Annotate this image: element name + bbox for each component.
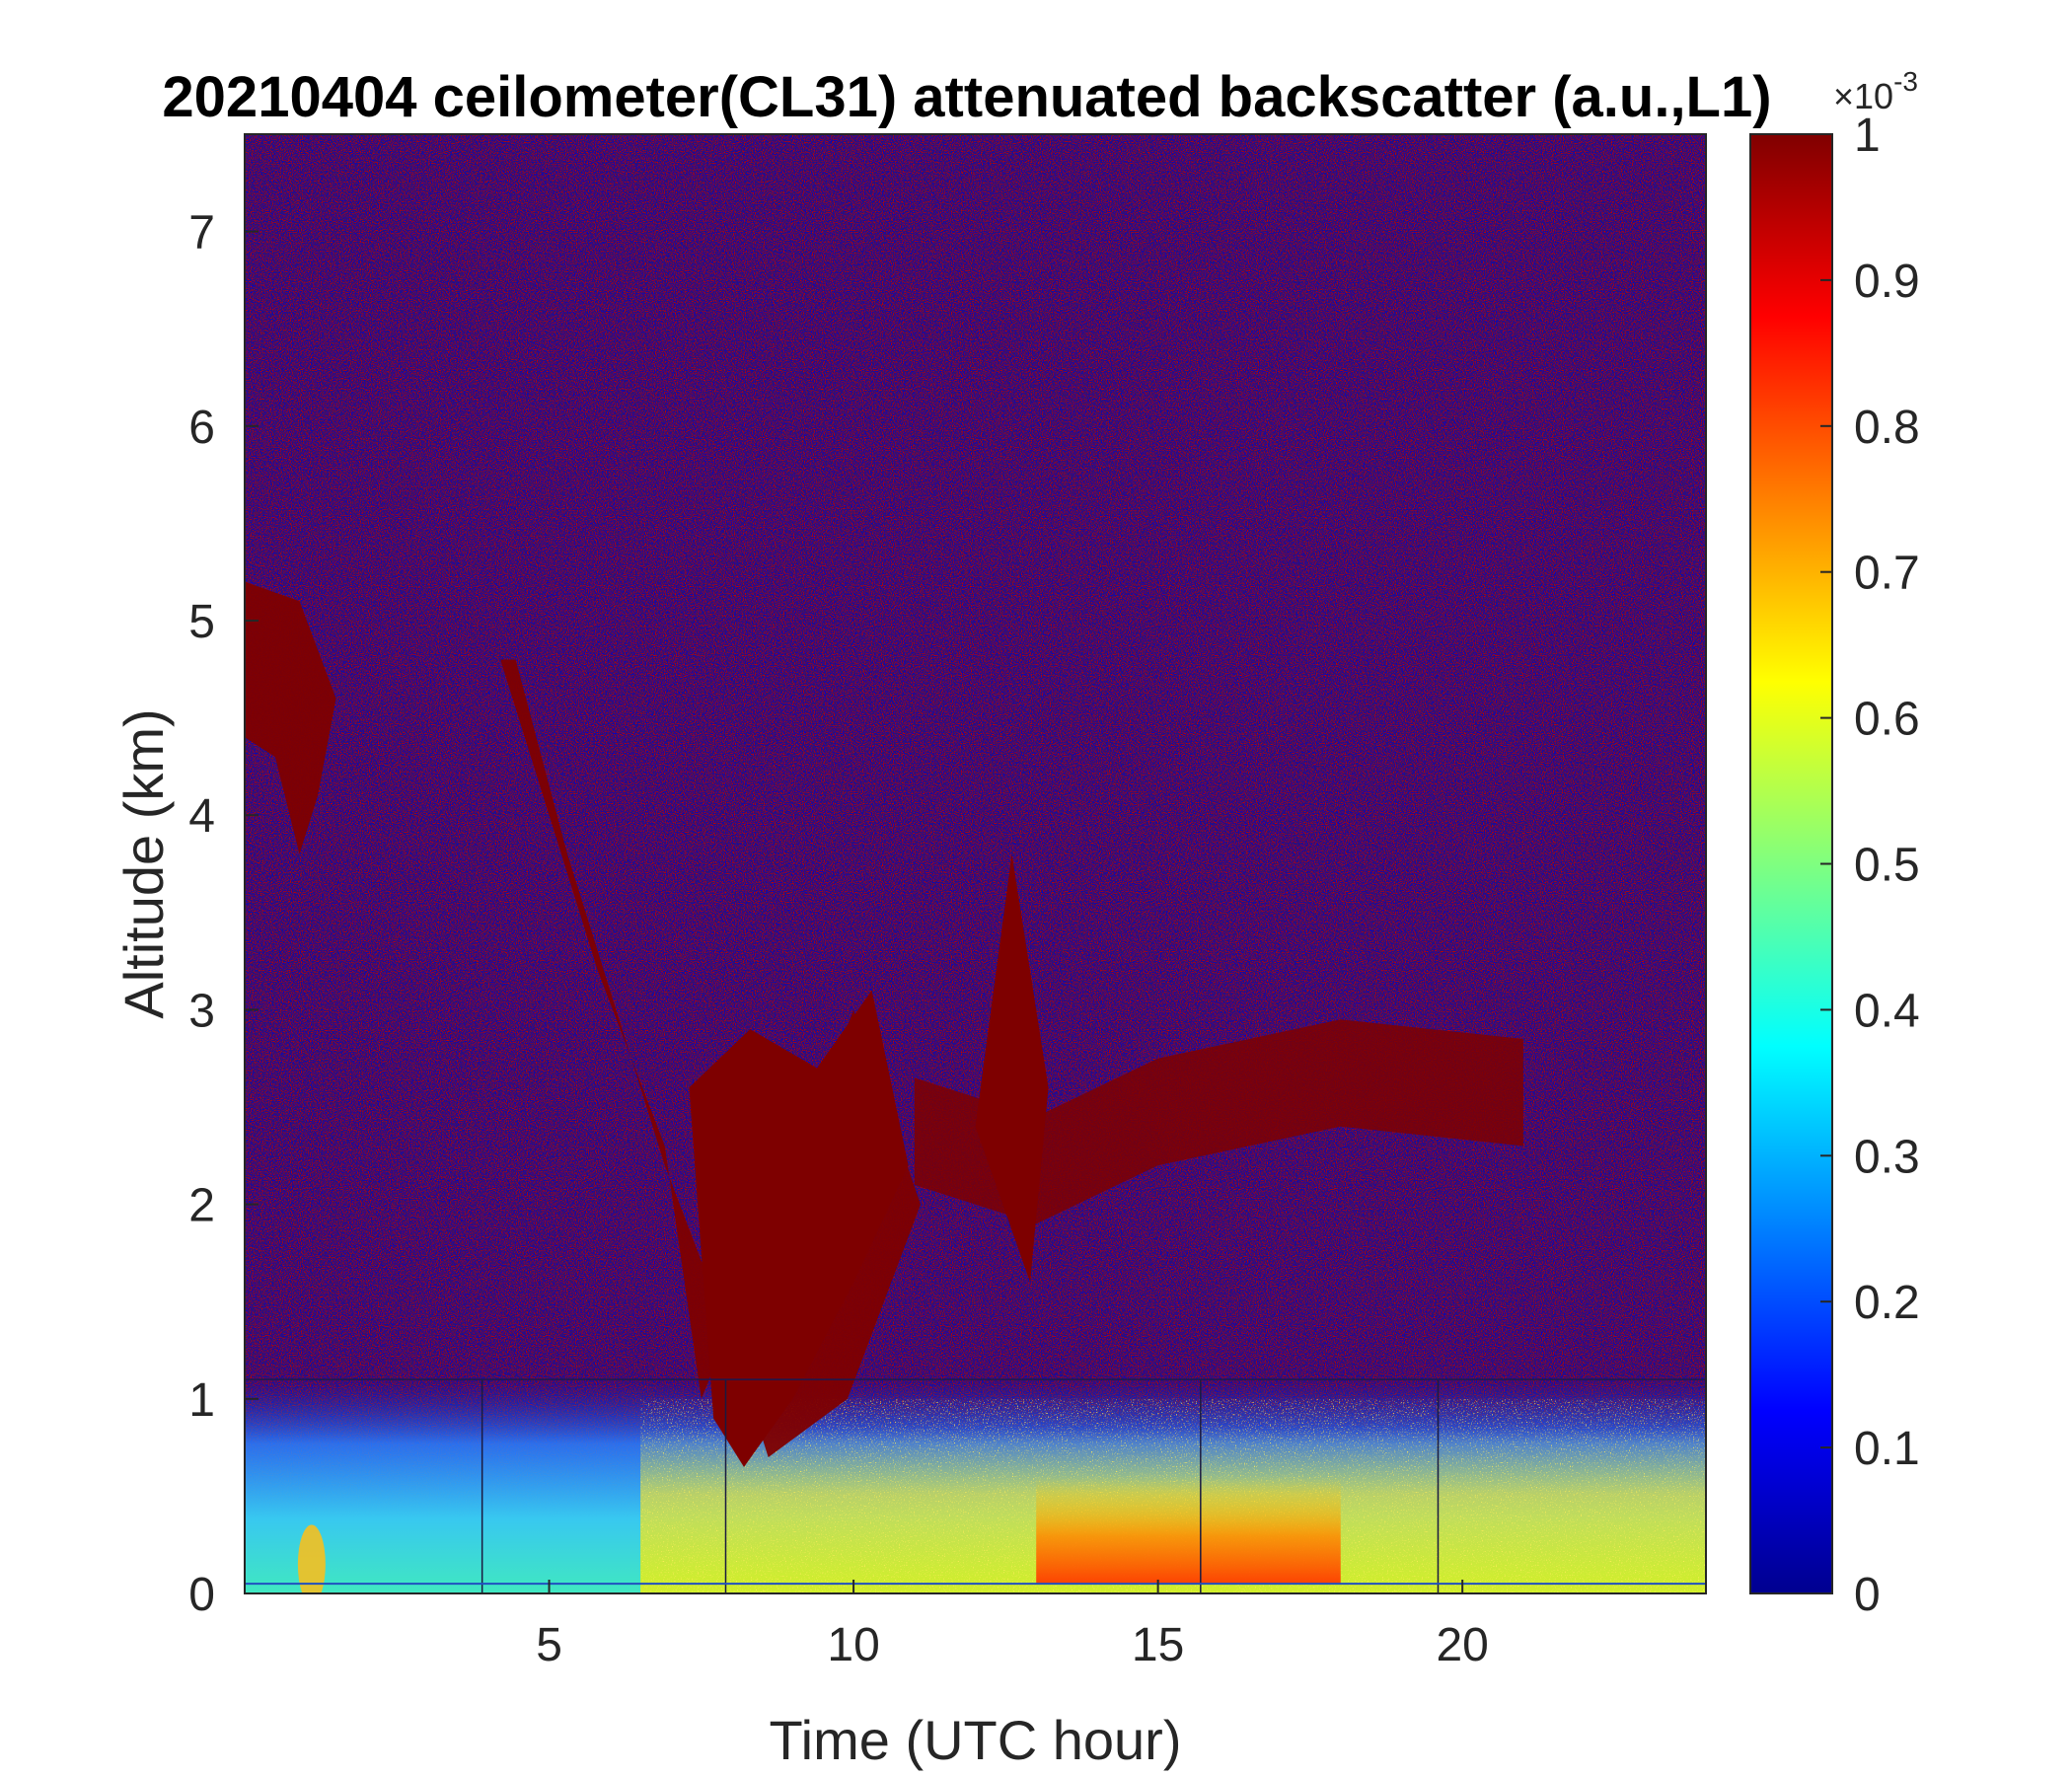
colorbar-ticks: 0 0.1 0.2 0.3 0.4 0.5 0.6 0.7 0.8 0.9 1 — [1820, 110, 1920, 1621]
y-tick-label: 3 — [188, 985, 215, 1037]
early-cloud — [245, 581, 336, 854]
mid-cloud-band — [914, 1019, 1523, 1224]
cloud-plume — [975, 853, 1049, 1283]
colorbar-tick-label: 0.9 — [1854, 256, 1920, 308]
plot-frame — [244, 133, 1707, 1594]
colorbar-exponent-power: -3 — [1893, 66, 1918, 97]
y-tick-label: 0 — [188, 1569, 215, 1621]
y-tick-label: 7 — [188, 207, 215, 259]
colorbar-tick-label: 0.8 — [1854, 402, 1920, 454]
colorbar-tick-label: 0.3 — [1854, 1131, 1920, 1183]
colorbar-exponent: ×10-3 — [1833, 66, 1918, 116]
x-tick-label: 10 — [827, 1619, 879, 1671]
y-axis-ticks: 0 1 2 3 4 5 6 7 — [188, 207, 259, 1621]
x-axis-label: Time (UTC hour) — [770, 1709, 1182, 1771]
chart-title: 20210404 ceilometer(CL31) attenuated bac… — [162, 65, 1771, 129]
afternoon-high-backscatter — [1036, 1476, 1341, 1585]
x-tick-label: 15 — [1132, 1619, 1184, 1671]
x-axis-ticks: 5 10 15 20 — [536, 1580, 1489, 1671]
y-tick-label: 4 — [188, 790, 215, 843]
noise-red-layer — [245, 134, 1706, 1593]
colorbar-tick-label: 0.6 — [1854, 694, 1920, 746]
colorbar-tick-label: 0.4 — [1854, 985, 1920, 1037]
colorbar — [1749, 133, 1833, 1594]
colorbar-exponent-base: ×10 — [1833, 76, 1893, 116]
cloud-core — [689, 990, 909, 1467]
colorbar-tick-label: 0.1 — [1854, 1423, 1920, 1475]
y-tick-label: 5 — [188, 596, 215, 648]
y-tick-label: 6 — [188, 402, 215, 454]
early-surface-blob — [297, 1524, 326, 1593]
y-tick-label: 1 — [188, 1374, 215, 1427]
colorbar-tick-label: 0.5 — [1854, 840, 1920, 892]
backscatter-heatmap — [245, 134, 1706, 1593]
colorbar-tick-label: 0.2 — [1854, 1277, 1920, 1329]
colorbar-tick-label: 0 — [1854, 1569, 1881, 1621]
y-axis-label: Altitude (km) — [112, 708, 175, 1018]
x-tick-label: 20 — [1436, 1619, 1488, 1671]
x-tick-label: 5 — [536, 1619, 562, 1671]
y-tick-label: 2 — [188, 1180, 215, 1232]
colorbar-tick-label: 0.7 — [1854, 548, 1920, 600]
colorbar-tick-label: 1 — [1854, 110, 1881, 162]
